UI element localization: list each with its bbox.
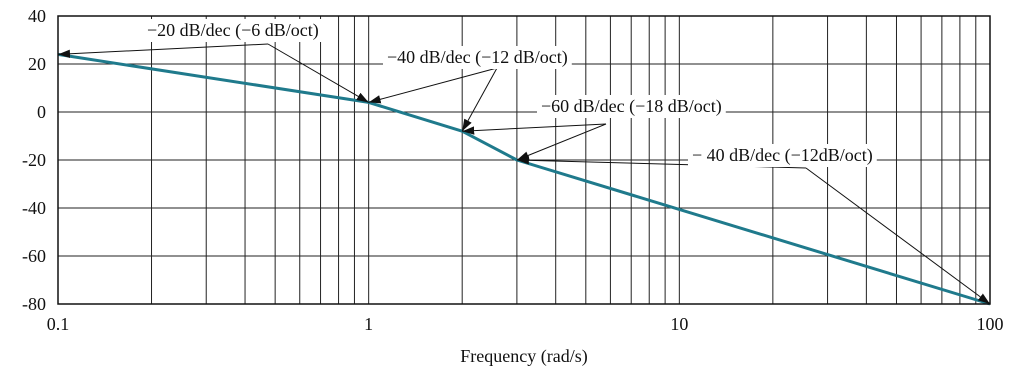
y-tick-label: -80 <box>22 294 46 314</box>
annotation-arrow <box>516 123 607 161</box>
annotation-arrow <box>461 67 498 132</box>
annotation-arrow <box>368 67 498 104</box>
annotation-arrow <box>805 167 991 305</box>
y-tick-label: 0 <box>37 102 46 122</box>
annotation-arrow <box>57 43 269 59</box>
plot-frame <box>57 15 991 305</box>
annotation-arrow <box>267 43 369 103</box>
y-tick-label: -60 <box>22 246 46 266</box>
tick-labels: 0.1 1 10 100 40 20 0 -20 -40 -60 -80 <box>22 6 1004 334</box>
x-tick-label: 10 <box>670 314 688 334</box>
annotation-arrow <box>462 123 607 135</box>
y-tick-label: -20 <box>22 150 46 170</box>
annotation-label: − 40 dB/dec (−12dB/oct) <box>692 145 873 166</box>
magnitude-asymptote-line <box>57 52 991 306</box>
y-tick-label: -40 <box>22 198 46 218</box>
annotation-label-background <box>688 144 877 167</box>
y-tick-label: 20 <box>28 54 46 74</box>
x-tick-label: 0.1 <box>47 314 70 334</box>
annotation-label: −20 dB/dec (−6 dB/oct) <box>147 20 319 41</box>
annotation-label-background <box>537 95 726 118</box>
x-axis-label: Frequency (rad/s) <box>460 346 587 367</box>
series-layer <box>57 52 991 306</box>
slope-annotation: −60 dB/dec (−18 dB/oct) <box>462 95 726 161</box>
slope-annotation: − 40 dB/dec (−12dB/oct) <box>516 144 991 305</box>
annotation-label: −40 dB/dec (−12 dB/oct) <box>387 47 568 68</box>
slope-annotation: −40 dB/dec (−12 dB/oct) <box>368 46 572 132</box>
x-tick-label: 100 <box>977 314 1004 334</box>
annotation-label-background <box>143 19 323 42</box>
annotation-label: −60 dB/dec (−18 dB/oct) <box>541 96 722 117</box>
slope-annotation: −20 dB/dec (−6 dB/oct) <box>57 19 369 103</box>
x-tick-label: 1 <box>364 314 373 334</box>
annotations: −20 dB/dec (−6 dB/oct) −40 dB/dec (−12 dB… <box>57 19 991 305</box>
y-tick-label: 40 <box>28 6 46 26</box>
annotation-label-background <box>383 46 572 69</box>
